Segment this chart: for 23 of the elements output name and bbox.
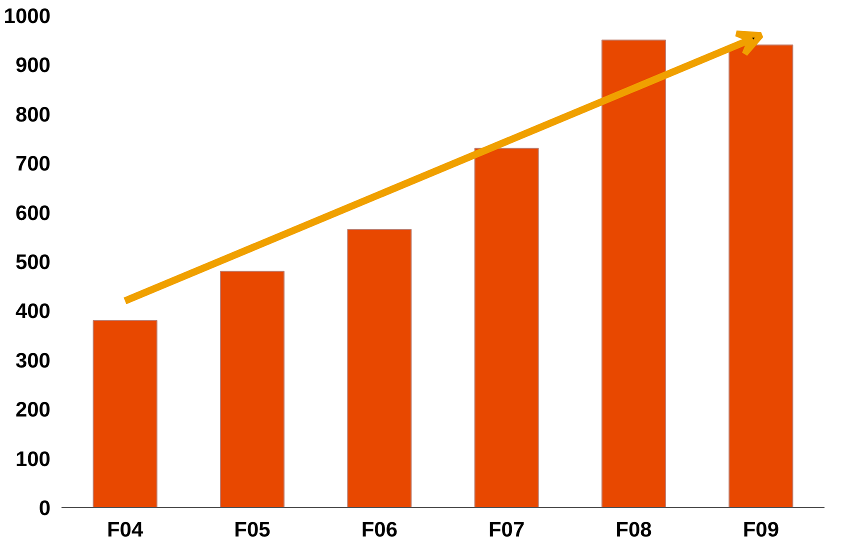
y-tick-label: 0: [38, 497, 51, 520]
x-tick-label: F06: [361, 518, 398, 542]
x-tick-label: F08: [616, 518, 652, 542]
y-tick-label: 800: [15, 103, 51, 126]
bar: [220, 270, 285, 508]
x-tick-label: F05: [234, 518, 271, 542]
bar: [347, 229, 412, 508]
x-tick-label: F04: [106, 518, 144, 542]
y-tick-label: 200: [15, 398, 51, 422]
x-tick-label: F09: [742, 518, 780, 542]
bar: [601, 40, 666, 508]
y-tick-label: 100: [15, 448, 51, 471]
bar: [92, 320, 158, 508]
y-tick-label: 300: [15, 349, 51, 372]
bar: [474, 148, 539, 508]
bar: [728, 44, 794, 508]
y-tick-label: 500: [15, 251, 51, 274]
y-tick-label: 700: [15, 152, 51, 176]
y-tick-label: 900: [15, 54, 51, 78]
y-tick-label: 400: [15, 300, 51, 324]
y-tick-label: 1000: [4, 5, 50, 28]
x-tick-label: F07: [488, 518, 525, 542]
y-tick-label: 600: [15, 202, 51, 225]
